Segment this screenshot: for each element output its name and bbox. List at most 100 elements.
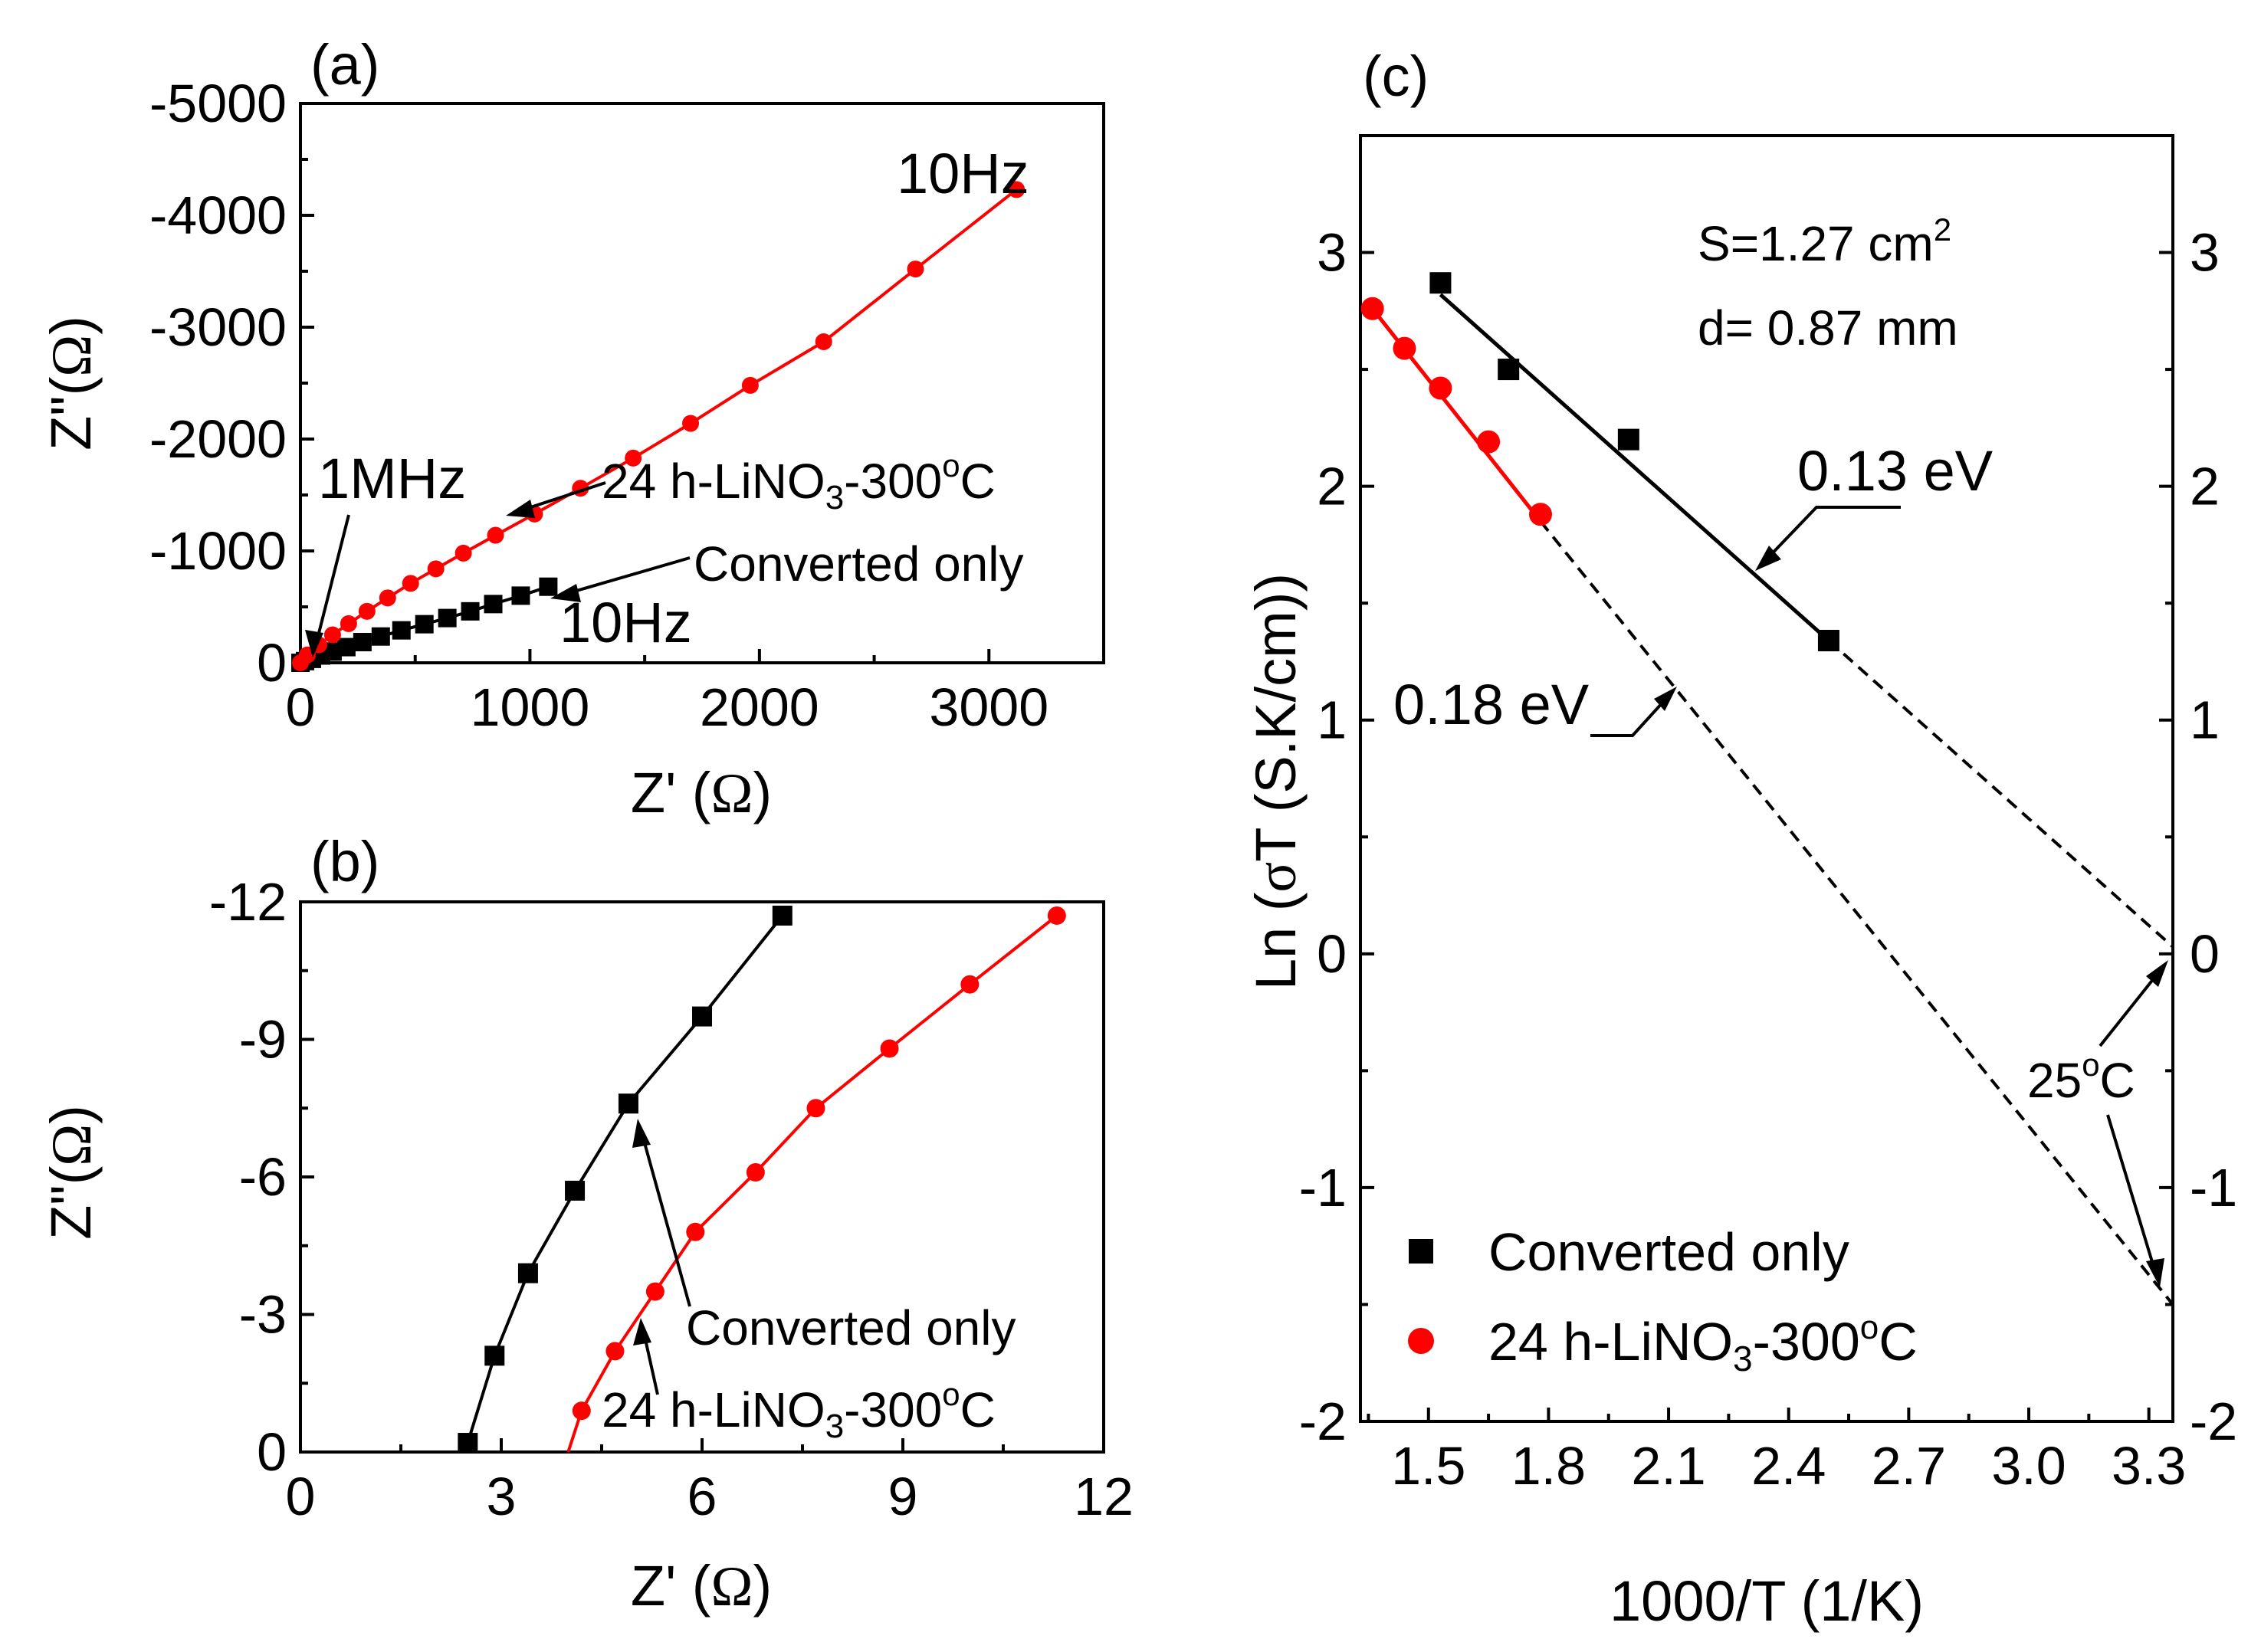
data-point — [746, 1163, 765, 1182]
panel-b-plot-frame — [299, 900, 1105, 1454]
x-tick-label: 3 — [487, 1467, 517, 1526]
y-right-tick-label: 2 — [2190, 457, 2220, 516]
x-tick-label: 6 — [687, 1467, 717, 1526]
y-tick-label: 3 — [1317, 223, 1347, 283]
data-point — [1617, 428, 1639, 451]
panel-c-ea-lino3-leader — [1590, 692, 1672, 737]
data-point — [487, 526, 504, 544]
panel-b-y-ticks: 0 -3 -6 -9 -12 — [209, 872, 314, 1482]
y-tick-label: 1 — [1317, 690, 1347, 750]
x-tick-label: 2000 — [700, 677, 819, 737]
panel-a: 0 1000 2000 3000 0 -1000 -2000 -3000 -4000 -5000… — [39, 33, 1105, 825]
data-point — [1008, 181, 1025, 198]
panel-a-series2-arrowhead — [506, 500, 535, 518]
panel-c-room-temp-label: 25oC — [2027, 1047, 2135, 1108]
data-point — [645, 1282, 665, 1301]
panel-a-y-ticks: 0 -1000 -2000 -3000 -4000 -5000 — [149, 74, 314, 693]
y-tick-label: 0 — [257, 1422, 287, 1482]
data-point — [682, 415, 700, 432]
x-tick-label: 3000 — [929, 677, 1048, 737]
data-point — [353, 632, 372, 651]
panel-c-series — [1360, 272, 1839, 651]
data-point — [741, 376, 759, 394]
data-point — [1528, 503, 1552, 526]
panel-b-series1-arrowhead — [632, 1119, 651, 1148]
panel-a-series1-arrowhead — [550, 584, 581, 602]
data-point — [772, 905, 792, 926]
y-right-tick-label: 1 — [2190, 690, 2220, 750]
data-point — [1360, 297, 1384, 320]
y-tick-label: -1 — [1299, 1158, 1347, 1218]
legend-label-converted: Converted only — [1488, 1222, 1849, 1282]
panel-a-series1-annotation: Converted only — [694, 536, 1023, 592]
x-tick-label: 9 — [888, 1467, 918, 1526]
data-point — [517, 1263, 538, 1283]
panel-c-ea-converted-leader — [1761, 506, 1901, 565]
y-tick-label: -6 — [239, 1147, 287, 1207]
panel-b-series2-annotation: 24 h-LiNO3-300oC — [602, 1376, 996, 1445]
data-point — [379, 589, 396, 607]
panel-c-area-text: S=1.27 cm2 — [1698, 211, 1951, 271]
data-point — [692, 1006, 712, 1027]
y-tick-label: 2 — [1317, 457, 1347, 516]
data-point — [415, 615, 434, 634]
y-right-tick-label: 3 — [2190, 223, 2220, 283]
panel-a-10hz-black-label: 10Hz — [560, 591, 692, 654]
data-point — [618, 1093, 638, 1114]
x-tick-label: 3.0 — [1991, 1436, 2066, 1496]
x-tick-label: 2.1 — [1631, 1436, 1705, 1496]
fit-extrapolation-1 — [1539, 520, 2174, 1306]
panel-a-series2-annotation: 24 h-LiNO3-300oC — [602, 447, 996, 516]
panel-a-1mhz-label: 1MHz — [318, 447, 466, 510]
data-point — [336, 638, 356, 657]
data-point — [539, 577, 558, 596]
panel-a-x-ticks: 0 1000 2000 3000 — [286, 649, 1105, 737]
panel-a-10hz-red-label: 10Hz — [897, 142, 1029, 205]
y-tick-label: -5000 — [149, 74, 287, 133]
panel-c-plot-frame — [1359, 134, 2174, 1423]
y-tick-label: -2 — [1299, 1391, 1347, 1451]
panel-b-x-ticks: 0 3 6 9 12 — [286, 1438, 1134, 1526]
y-right-tick-label: 0 — [2190, 924, 2220, 984]
data-point — [625, 449, 642, 467]
panel-b-series1-annotation: Converted only — [686, 1300, 1016, 1355]
fit-extrapolation-0 — [1827, 639, 2174, 949]
y-tick-label: 0 — [257, 633, 287, 693]
panel-b-series2-arrowhead — [633, 1318, 651, 1346]
data-point — [392, 621, 411, 640]
x-tick-label: 1.5 — [1391, 1436, 1465, 1496]
data-point — [605, 1342, 625, 1361]
panel-c: 1.5 1.8 2.1 2.4 2.7 3.0 3.3 -2 -2 -1 -1 0 0 1 1 2 2 3 3 (… — [1244, 44, 2237, 1633]
data-point — [438, 608, 457, 628]
data-point — [1429, 376, 1452, 400]
x-tick-label: 3.3 — [2112, 1436, 2186, 1496]
x-tick-label: 0 — [286, 1467, 316, 1526]
panel-c-room-temp-arrowhead-down — [2146, 1258, 2164, 1287]
panel-a-series1-arrow-line — [557, 556, 691, 598]
panel-c-y-axis-label: Ln (σT (S.K/cm)) — [1244, 573, 1308, 990]
y-tick-label: -3 — [239, 1285, 287, 1345]
data-point — [358, 602, 376, 620]
panel-c-x-axis-label: 1000/T (1/K) — [1610, 1569, 1924, 1633]
y-right-tick-label: -2 — [2190, 1391, 2237, 1451]
panel-b-x-axis-label: Z' (Ω) — [631, 1554, 772, 1618]
data-point — [1477, 430, 1501, 454]
panel-c-y-ticks: -2 -2 -1 -1 0 0 1 1 2 2 3 3 — [1299, 134, 2237, 1451]
panel-c-thickness-text: d= 0.87 mm — [1698, 300, 1958, 356]
panel-b-series — [458, 905, 1066, 1454]
panel-b-y-axis-label: Z"(Ω) — [39, 1105, 103, 1240]
data-point — [427, 560, 445, 578]
panel-b: 0 3 6 9 12 0 -3 -6 -9 -12 (b) Z' (Ω) Z"(Ω) Conve… — [39, 830, 1134, 1618]
data-point — [565, 1180, 586, 1201]
data-point — [511, 586, 530, 605]
fit-line-0 — [1439, 293, 1830, 642]
data-point — [1429, 272, 1452, 294]
panel-a-1mhz-arrowhead — [305, 630, 323, 657]
panel-c-x-ticks: 1.5 1.8 2.1 2.4 2.7 3.0 3.3 — [1367, 1408, 2186, 1496]
panel-c-ea-lino3-arrowhead — [1654, 687, 1677, 711]
data-point — [1047, 906, 1066, 925]
data-point — [815, 333, 832, 350]
x-tick-label: 12 — [1074, 1467, 1134, 1526]
